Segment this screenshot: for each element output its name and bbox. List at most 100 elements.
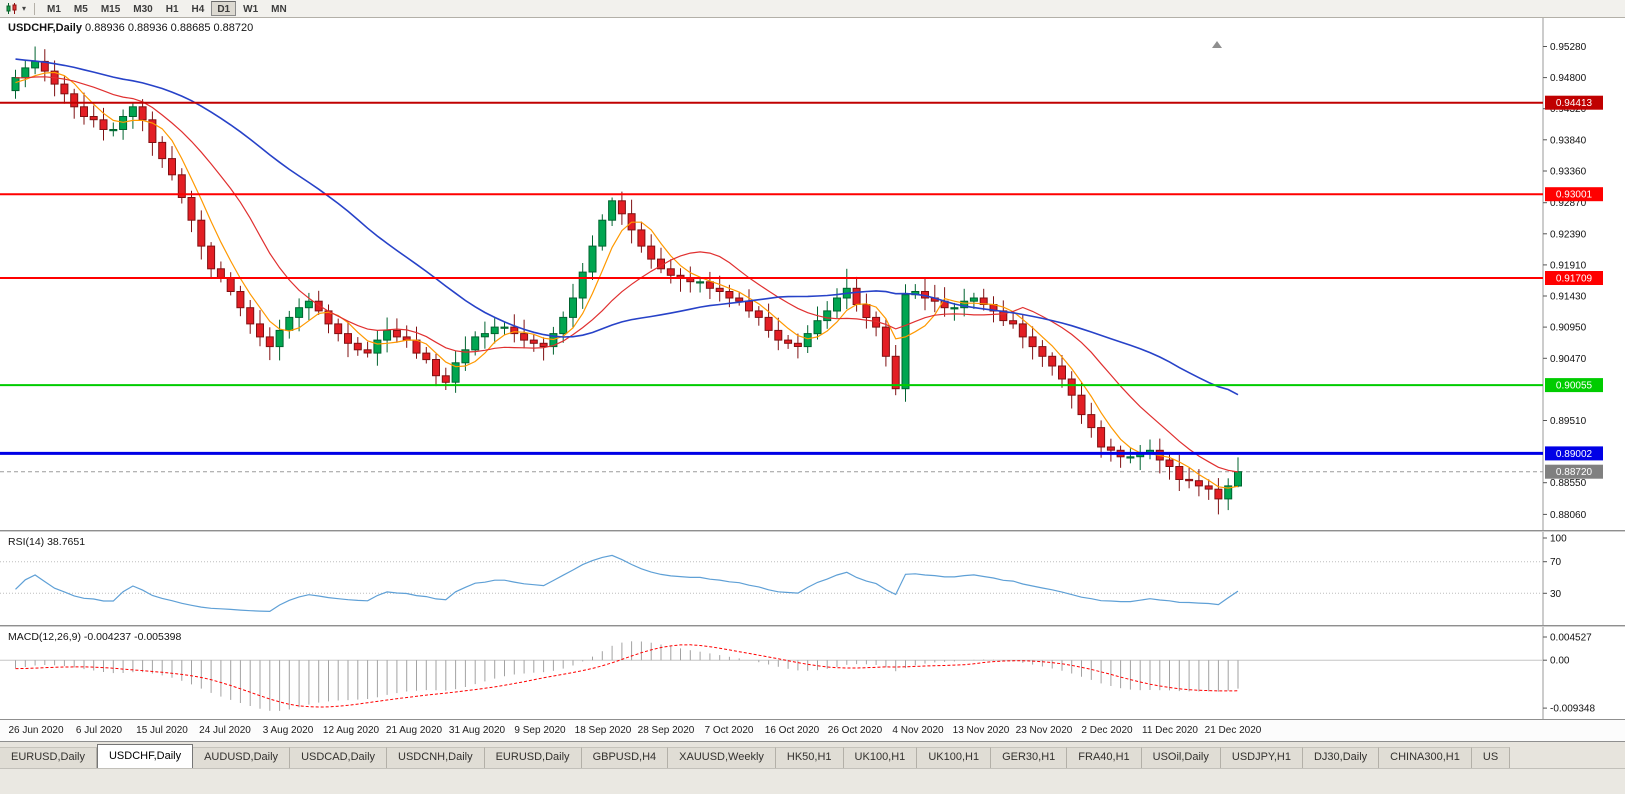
chart-tab-gbpusd-h4[interactable]: GBPUSD,H4 (581, 747, 669, 768)
chevron-down-icon: ▾ (22, 3, 27, 13)
svg-text:70: 70 (1550, 557, 1562, 568)
horizontal-levels-layer[interactable] (0, 101, 1543, 455)
moving-averages-layer (15, 58, 1239, 489)
status-bar (0, 768, 1625, 794)
svg-text:0.93360: 0.93360 (1550, 167, 1587, 178)
timeframe-button-m30[interactable]: M30 (133, 4, 153, 15)
chart-tab-usdjpy-h1[interactable]: USDJPY,H1 (1220, 747, 1303, 768)
timeframe-button-m15[interactable]: M15 (100, 4, 121, 15)
time-axis[interactable]: 26 Jun 2020 6 Jul 2020 15 Jul 2020 24 Jul 2… (0, 719, 1625, 741)
svg-text:0.88720: 0.88720 (1556, 467, 1593, 478)
chart-tab-usdcad-daily[interactable]: USDCAD,Daily (290, 747, 388, 768)
svg-text:0.88550: 0.88550 (1550, 478, 1587, 489)
svg-text:0.90055: 0.90055 (1556, 381, 1593, 392)
price-pane[interactable]: USDCHF,Daily 0.88936 0.88936 0.88685 0.8… (0, 18, 1625, 530)
svg-text:0.92390: 0.92390 (1550, 229, 1587, 240)
time-label: 15 Jul 2020 (136, 725, 188, 736)
chart-tab-us[interactable]: US (1471, 747, 1511, 768)
svg-text:0.00: 0.00 (1550, 656, 1570, 667)
macd-signal-line (15, 644, 1239, 708)
svg-text:0.91709: 0.91709 (1556, 274, 1593, 285)
time-label: 23 Nov 2020 (1015, 725, 1073, 736)
time-label: 21 Dec 2020 (1204, 725, 1262, 736)
time-label: 9 Sep 2020 (514, 725, 566, 736)
svg-text:30: 30 (1550, 589, 1562, 600)
timeframe-button-mn[interactable]: MN (271, 4, 287, 15)
svg-text:0.94413: 0.94413 (1556, 98, 1593, 109)
toolbar-divider (34, 2, 36, 15)
time-label: 13 Nov 2020 (952, 725, 1010, 736)
svg-text:0.90470: 0.90470 (1550, 354, 1587, 365)
chart-tab-audusd-daily[interactable]: AUDUSD,Daily (193, 747, 291, 768)
chart-symbol: USDCHF,Daily (8, 22, 82, 34)
time-label: 26 Oct 2020 (827, 725, 883, 736)
chart-tab-eurusd-daily[interactable]: EURUSD,Daily (484, 747, 582, 768)
svg-text:0.89510: 0.89510 (1550, 416, 1587, 427)
chart-shift-marker[interactable] (1212, 41, 1222, 48)
rsi-line (15, 554, 1239, 613)
time-label: 4 Nov 2020 (892, 725, 944, 736)
time-label: 21 Aug 2020 (385, 725, 443, 736)
svg-text:0.91910: 0.91910 (1550, 260, 1587, 271)
macd-histogram (15, 641, 1239, 711)
toolbar: ▾ M1 M5 M15 M30 H1 H4 D1 W1 MN (0, 0, 1625, 18)
candlestick-chart-icon (6, 3, 17, 14)
time-label: 11 Dec 2020 (1142, 725, 1198, 736)
macd-pane[interactable]: MACD(12,26,9) -0.004237 -0.005398 0.0045… (0, 627, 1625, 719)
time-label: 2 Dec 2020 (1081, 725, 1133, 736)
svg-text:0.91430: 0.91430 (1550, 292, 1587, 303)
chart-tab-usdchf-daily[interactable]: USDCHF,Daily (96, 744, 194, 768)
time-label: 3 Aug 2020 (262, 725, 314, 736)
rsi-chart-canvas[interactable]: 100 70 30 (0, 532, 1625, 625)
chart-tab-fra40-h1[interactable]: FRA40,H1 (1067, 747, 1142, 768)
svg-text:-0.009348: -0.009348 (1550, 704, 1595, 715)
time-label: 12 Aug 2020 (322, 725, 380, 736)
timeframe-button-d1[interactable]: D1 (211, 1, 237, 16)
price-badges: 0.94413 0.93001 0.91709 0.90055 0.89002 0.887… (1545, 95, 1603, 479)
time-label: 18 Sep 2020 (574, 725, 632, 736)
chart-tabs-bar: EURUSD,Daily USDCHF,Daily AUDUSD,Daily USDC… (0, 741, 1625, 768)
chart-tab-uk100-h1[interactable]: UK100,H1 (917, 747, 992, 768)
chart-tab-xauusd-weekly[interactable]: XAUUSD,Weekly (668, 747, 776, 768)
rsi-label: RSI(14) 38.7651 (8, 536, 86, 548)
chart-title: USDCHF,Daily 0.88936 0.88936 0.88685 0.8… (8, 22, 253, 34)
chart-type-selector[interactable]: ▾ (5, 2, 26, 15)
chart-tab-eurusd-daily[interactable]: EURUSD,Daily (0, 747, 97, 768)
chart-tab-ger30-h1[interactable]: GER30,H1 (991, 747, 1068, 768)
time-label: 7 Oct 2020 (704, 725, 754, 736)
svg-text:0.92870: 0.92870 (1550, 198, 1587, 209)
chart-tab-hk50-h1[interactable]: HK50,H1 (775, 747, 844, 768)
timeframe-button-m5[interactable]: M5 (73, 4, 88, 15)
timeframe-button-m1[interactable]: M1 (47, 4, 61, 15)
chart-tab-usoil-daily[interactable]: USOil,Daily (1141, 747, 1221, 768)
svg-text:0.94800: 0.94800 (1550, 73, 1587, 84)
rsi-pane[interactable]: RSI(14) 38.7651 100 70 30 (0, 532, 1625, 625)
svg-text:0.89002: 0.89002 (1556, 449, 1593, 460)
chart-tab-uk100-h1[interactable]: UK100,H1 (843, 747, 918, 768)
time-label: 16 Oct 2020 (764, 725, 820, 736)
svg-text:0.95280: 0.95280 (1550, 42, 1587, 53)
time-label: 6 Jul 2020 (75, 725, 123, 736)
time-label: 28 Sep 2020 (637, 725, 695, 736)
price-chart-canvas[interactable]: 0.952800.948000.943200.938400.933600.928… (0, 18, 1625, 530)
chart-tab-usdcnh-daily[interactable]: USDCNH,Daily (387, 747, 485, 768)
macd-chart-canvas[interactable]: 0.004527 0.00 -0.009348 (0, 627, 1625, 719)
time-label: 31 Aug 2020 (448, 725, 506, 736)
chart-tab-china300-h1[interactable]: CHINA300,H1 (1379, 747, 1472, 768)
time-label: 26 Jun 2020 (8, 725, 64, 736)
macd-label: MACD(12,26,9) -0.004237 -0.005398 (8, 631, 182, 643)
timeframe-buttons: M1 M5 M15 M30 H1 H4 D1 W1 MN (41, 1, 293, 16)
chart-ohlc-values: 0.88936 0.88936 0.88685 0.88720 (85, 22, 254, 34)
svg-text:0.93840: 0.93840 (1550, 135, 1587, 146)
timeframe-button-h4[interactable]: H4 (191, 4, 205, 15)
svg-text:0.88060: 0.88060 (1550, 510, 1587, 521)
candles-layer (11, 46, 1242, 515)
pane-splitter[interactable] (0, 625, 1625, 627)
svg-text:0.004527: 0.004527 (1550, 633, 1592, 644)
chart-tab-dj30-daily[interactable]: DJ30,Daily (1302, 747, 1380, 768)
pane-splitter[interactable] (0, 530, 1625, 532)
timeframe-button-h1[interactable]: H1 (165, 4, 179, 15)
svg-text:0.93001: 0.93001 (1556, 190, 1593, 201)
timeframe-button-w1[interactable]: W1 (243, 4, 259, 15)
svg-text:0.90950: 0.90950 (1550, 323, 1587, 334)
